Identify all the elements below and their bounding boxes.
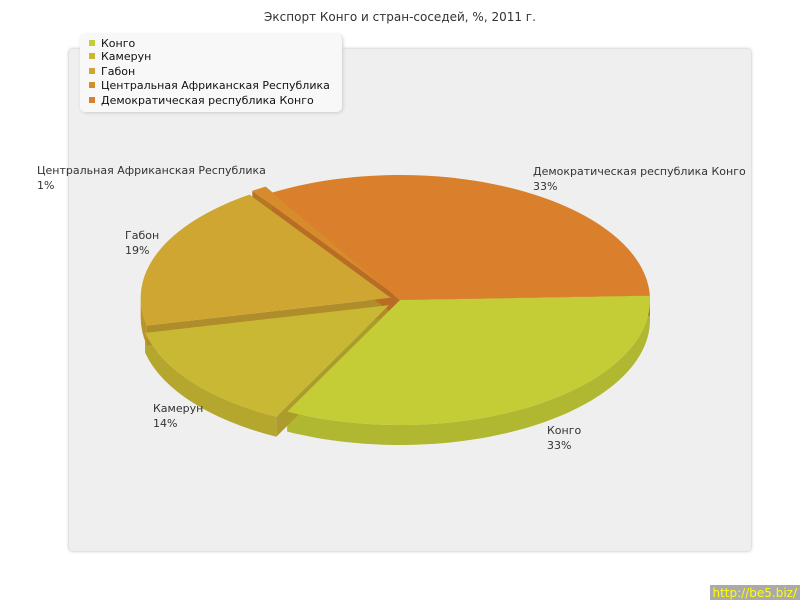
legend-item[interactable]: Демократическая республика Конго [89,94,314,107]
legend-swatch [89,53,95,59]
legend: Конго Камерун Габон Центральная Африканс… [80,34,342,112]
watermark[interactable]: http://be5.biz/ [710,585,800,600]
slice-wall [287,300,650,446]
legend-swatch [89,97,95,103]
legend-swatch [89,40,95,46]
slice-cameroon[interactable] [145,305,389,417]
legend-label: Демократическая республика Конго [101,94,314,107]
slice-car[interactable] [252,186,394,294]
data-label-gabon: Габон 19% [125,229,160,257]
legend-item[interactable]: Камерун [89,50,151,63]
data-label-congo: Конго 33% [547,424,582,452]
legend-label: Конго [101,37,136,50]
legend-label: Габон [101,65,136,78]
data-label-car: Центральная Африканская Республика 1% [37,164,266,192]
legend-item[interactable]: Конго [89,37,135,50]
slice-drc[interactable] [271,175,650,300]
legend-item[interactable]: Центральная Африканская Республика [89,79,330,92]
slice-congo[interactable] [287,295,650,425]
legend-swatch [89,68,95,74]
legend-label: Камерун [101,50,152,63]
data-label-cameroon: Камерун 14% [153,402,204,430]
legend-label: Центральная Африканская Республика [101,79,330,92]
legend-swatch [89,82,95,88]
slice-wall [145,332,277,437]
data-label-drc: Демократическая республика Конго 33% [533,165,746,193]
legend-item[interactable]: Габон [89,65,135,78]
slice-wall [140,297,147,346]
slice-gabon[interactable] [140,194,391,326]
chart-title: Экспорт Конго и стран-соседей, %, 2011 г… [264,10,536,24]
